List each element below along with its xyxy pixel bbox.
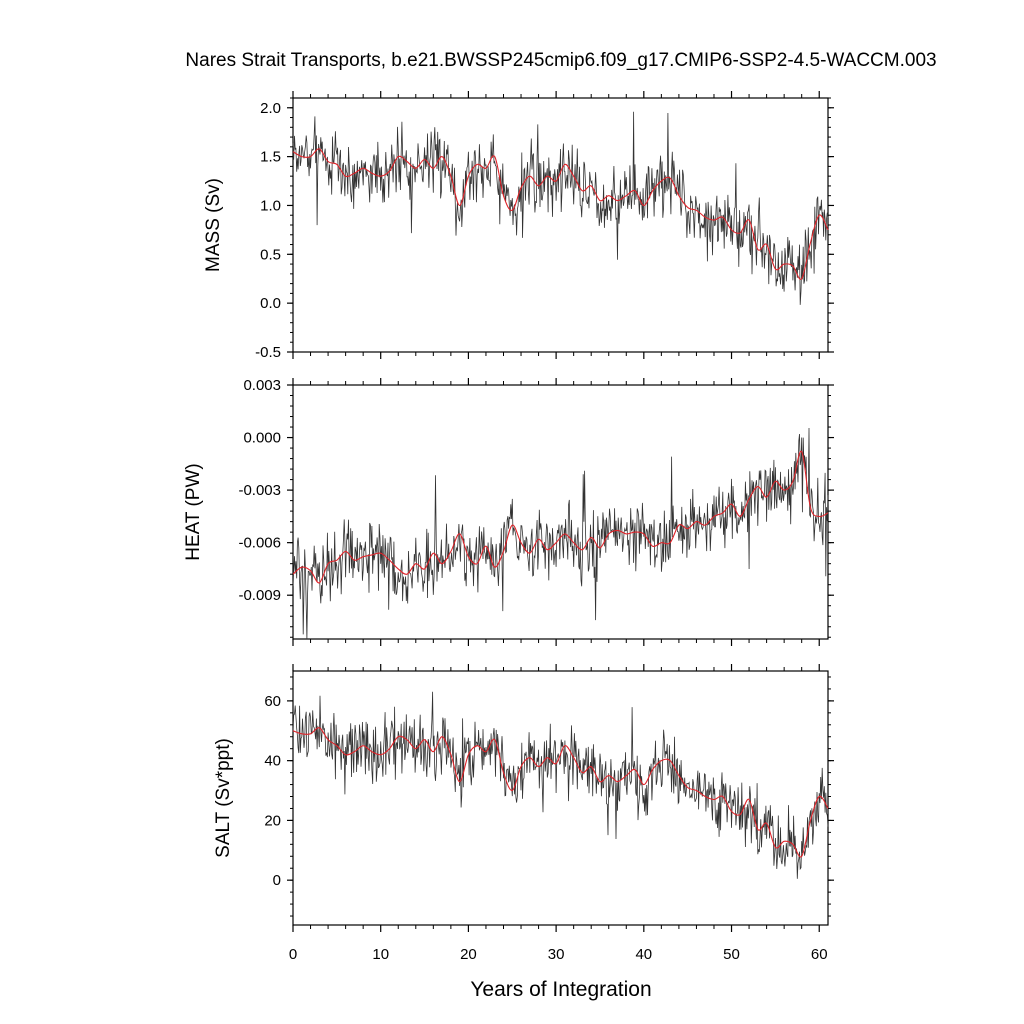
salt-y-tick-label: 60 <box>264 693 281 710</box>
x-tick-label: 60 <box>811 946 828 963</box>
mass-y-tick-label: 0.0 <box>260 295 281 312</box>
mass-y-tick-label: 2.0 <box>260 100 281 117</box>
chart-title: Nares Strait Transports, b.e21.BWSSP245c… <box>185 50 936 71</box>
heat-y-axis-label: HEAT (PW) <box>183 463 204 560</box>
mass-x-ticks <box>292 91 820 359</box>
x-axis-label: Years of Integration <box>470 978 651 1001</box>
mass-monthly-line <box>292 111 829 305</box>
mass-smoothed-series <box>292 148 829 280</box>
heat-panel: -0.009 -0.006 -0.003 0.000 0.003 HEAT (PW) <box>183 377 834 646</box>
mass-y-tick-label: 1.5 <box>260 149 281 166</box>
mass-y-axis-label: MASS (Sv) <box>203 178 224 272</box>
heat-monthly-line <box>292 427 829 640</box>
x-tick-label: 10 <box>372 946 389 963</box>
x-tick-label: 30 <box>548 946 565 963</box>
x-tick-label: 20 <box>460 946 477 963</box>
heat-monthly-series <box>292 427 829 640</box>
heat-y-tick-label: -0.009 <box>238 587 281 604</box>
mass-smoothed-line <box>292 148 829 280</box>
heat-y-ticks: -0.009 -0.006 -0.003 0.000 0.003 <box>238 377 834 638</box>
salt-smoothed-line <box>292 727 829 858</box>
salt-y-tick-label: 40 <box>264 753 281 770</box>
salt-panel: 0 20 40 60 0 10 20 30 40 50 60 SALT (Sv*ppt) <box>213 664 834 963</box>
mass-y-tick-label: 1.0 <box>260 197 281 214</box>
mass-monthly-series <box>292 111 829 305</box>
heat-y-tick-label: -0.006 <box>238 535 281 552</box>
mass-panel: -0.5 0.0 0.5 1.0 1.5 2.0 MASS (Sv) <box>203 91 834 361</box>
mass-plot-frame <box>292 97 829 353</box>
salt-x-ticks: 0 10 20 30 40 50 60 <box>289 664 828 963</box>
heat-smoothed-line <box>292 450 829 584</box>
heat-y-tick-label: -0.003 <box>238 482 281 499</box>
salt-y-tick-label: 20 <box>264 812 281 829</box>
salt-plot-frame <box>292 670 829 926</box>
x-tick-label: 0 <box>289 946 297 963</box>
heat-x-ticks <box>292 378 820 646</box>
x-tick-label: 40 <box>635 946 652 963</box>
salt-monthly-line <box>292 691 829 879</box>
salt-y-axis-label: SALT (Sv*ppt) <box>213 738 234 858</box>
heat-plot-frame <box>292 384 829 640</box>
salt-monthly-series <box>292 691 829 879</box>
x-tick-label: 50 <box>723 946 740 963</box>
heat-y-tick-label: 0.003 <box>243 377 281 394</box>
mass-y-tick-label: -0.5 <box>255 344 281 361</box>
mass-y-tick-label: 0.5 <box>260 246 281 263</box>
salt-y-tick-label: 0 <box>273 872 281 889</box>
salt-smoothed-series <box>292 727 829 858</box>
heat-y-tick-label: 0.000 <box>243 430 281 447</box>
heat-smoothed-series <box>292 450 829 584</box>
salt-y-ticks: 0 20 40 60 <box>264 676 834 917</box>
mass-y-ticks: -0.5 0.0 0.5 1.0 1.5 2.0 <box>255 97 834 361</box>
